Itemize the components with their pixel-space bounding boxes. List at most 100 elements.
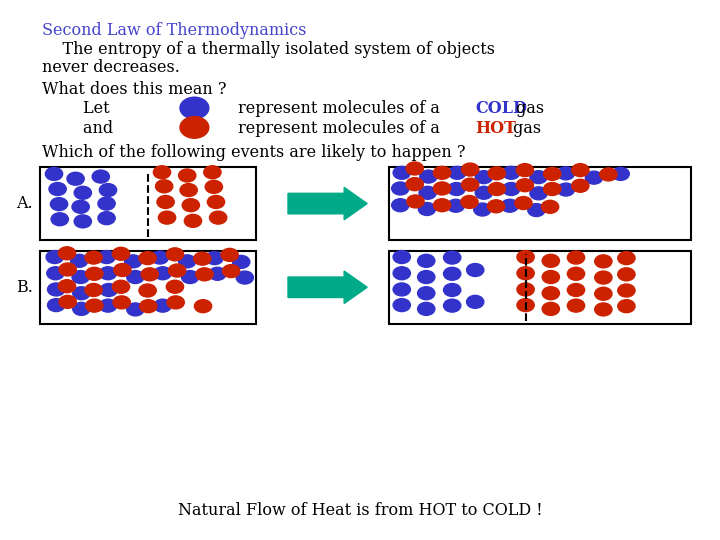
Text: never decreases.: never decreases. bbox=[42, 59, 179, 76]
Circle shape bbox=[517, 251, 534, 264]
Circle shape bbox=[516, 179, 534, 192]
Circle shape bbox=[98, 212, 115, 225]
Circle shape bbox=[406, 178, 423, 191]
Circle shape bbox=[618, 300, 635, 313]
Text: represent molecules of a: represent molecules of a bbox=[238, 100, 445, 117]
Circle shape bbox=[488, 167, 505, 180]
Circle shape bbox=[139, 252, 156, 265]
Circle shape bbox=[168, 264, 186, 277]
Circle shape bbox=[572, 164, 589, 177]
Circle shape bbox=[222, 265, 240, 278]
Circle shape bbox=[125, 255, 142, 268]
Circle shape bbox=[449, 166, 466, 179]
Circle shape bbox=[236, 271, 253, 284]
Text: The entropy of a thermally isolated system of objects: The entropy of a thermally isolated syst… bbox=[42, 41, 495, 58]
Circle shape bbox=[180, 97, 209, 119]
Circle shape bbox=[74, 186, 91, 199]
Circle shape bbox=[517, 299, 534, 312]
FancyArrow shape bbox=[288, 187, 367, 220]
Circle shape bbox=[515, 197, 532, 210]
Text: represent molecules of a: represent molecules of a bbox=[238, 120, 445, 137]
Text: Let: Let bbox=[42, 100, 109, 117]
Circle shape bbox=[618, 252, 635, 265]
Circle shape bbox=[541, 200, 559, 213]
Circle shape bbox=[433, 182, 451, 195]
Circle shape bbox=[59, 295, 76, 308]
Circle shape bbox=[542, 302, 559, 315]
Circle shape bbox=[595, 303, 612, 316]
Circle shape bbox=[595, 255, 612, 268]
Circle shape bbox=[406, 162, 423, 175]
Circle shape bbox=[567, 284, 585, 296]
Circle shape bbox=[86, 267, 103, 280]
Circle shape bbox=[194, 252, 211, 265]
Text: Natural Flow of Heat is from HOT to COLD !: Natural Flow of Heat is from HOT to COLD… bbox=[178, 502, 542, 519]
Circle shape bbox=[433, 166, 451, 179]
Circle shape bbox=[196, 268, 213, 281]
Circle shape bbox=[517, 267, 534, 280]
Circle shape bbox=[67, 172, 84, 185]
Circle shape bbox=[467, 295, 484, 308]
Circle shape bbox=[184, 214, 202, 227]
Circle shape bbox=[392, 182, 409, 195]
Circle shape bbox=[205, 180, 222, 193]
Circle shape bbox=[209, 267, 226, 280]
Circle shape bbox=[139, 284, 156, 297]
Circle shape bbox=[141, 268, 158, 281]
Circle shape bbox=[98, 197, 115, 210]
Circle shape bbox=[58, 280, 76, 293]
Circle shape bbox=[73, 287, 90, 300]
Circle shape bbox=[58, 247, 76, 260]
Circle shape bbox=[418, 302, 435, 315]
Circle shape bbox=[151, 251, 168, 264]
Text: What does this mean ?: What does this mean ? bbox=[42, 81, 226, 98]
Circle shape bbox=[567, 299, 585, 312]
Circle shape bbox=[612, 167, 629, 180]
Circle shape bbox=[140, 300, 157, 313]
Circle shape bbox=[572, 179, 589, 192]
Circle shape bbox=[59, 263, 76, 276]
Text: gas: gas bbox=[508, 120, 541, 137]
Circle shape bbox=[544, 183, 561, 195]
Circle shape bbox=[51, 213, 68, 226]
Circle shape bbox=[600, 168, 617, 181]
Circle shape bbox=[475, 186, 492, 199]
Circle shape bbox=[567, 267, 585, 280]
Bar bbox=[40, 167, 256, 240]
Circle shape bbox=[92, 170, 109, 183]
FancyArrow shape bbox=[288, 271, 367, 303]
Circle shape bbox=[488, 183, 505, 195]
Circle shape bbox=[166, 280, 184, 293]
Circle shape bbox=[475, 171, 492, 184]
Circle shape bbox=[448, 183, 465, 195]
Circle shape bbox=[503, 166, 520, 179]
Text: B.: B. bbox=[16, 279, 32, 296]
Circle shape bbox=[501, 199, 518, 212]
Circle shape bbox=[420, 170, 437, 183]
Circle shape bbox=[462, 178, 479, 191]
Circle shape bbox=[207, 195, 225, 208]
Circle shape bbox=[474, 203, 491, 216]
Circle shape bbox=[46, 251, 63, 264]
Circle shape bbox=[204, 166, 221, 179]
Circle shape bbox=[112, 280, 130, 293]
Circle shape bbox=[528, 204, 545, 217]
Circle shape bbox=[181, 271, 199, 284]
Circle shape bbox=[542, 254, 559, 267]
Circle shape bbox=[595, 287, 612, 300]
Circle shape bbox=[72, 200, 89, 213]
Text: Second Law of Thermodynamics: Second Law of Thermodynamics bbox=[42, 22, 306, 38]
Circle shape bbox=[158, 211, 176, 224]
Circle shape bbox=[114, 264, 131, 276]
Circle shape bbox=[542, 271, 559, 284]
Circle shape bbox=[595, 271, 612, 284]
Circle shape bbox=[557, 183, 575, 196]
Circle shape bbox=[418, 202, 436, 215]
Circle shape bbox=[182, 199, 199, 212]
Circle shape bbox=[487, 200, 505, 213]
Circle shape bbox=[167, 296, 184, 309]
Circle shape bbox=[48, 299, 65, 312]
Circle shape bbox=[72, 271, 89, 284]
Circle shape bbox=[467, 264, 484, 276]
Circle shape bbox=[85, 251, 102, 264]
